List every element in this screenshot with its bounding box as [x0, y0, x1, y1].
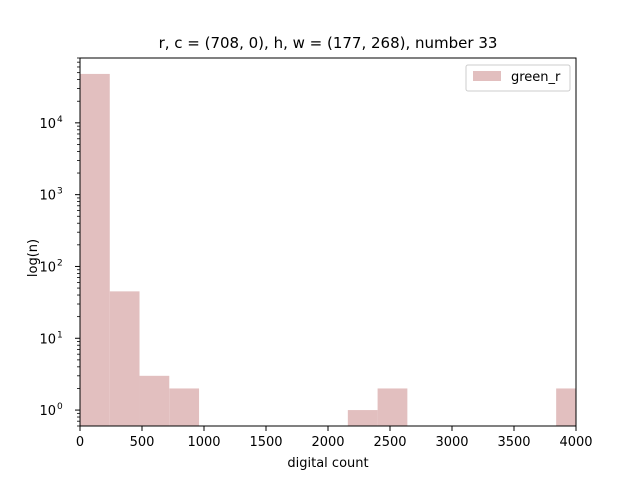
x-tick-label: 1500 [249, 435, 282, 450]
y-tick-exponent: 0 [57, 402, 63, 412]
legend-swatch [473, 71, 501, 81]
histogram-bars [80, 73, 576, 426]
histogram-bar [347, 410, 378, 426]
y-axis-label: log(n) [26, 239, 41, 277]
histogram-bar [139, 375, 170, 426]
x-tick-label: 4000 [559, 435, 592, 450]
y-tick-exponent: 2 [57, 258, 63, 268]
x-tick-label: 1000 [187, 435, 220, 450]
x-tick-label: 0 [76, 435, 84, 450]
y-tick-exponent: 1 [57, 330, 63, 340]
y-tick-exponent: 3 [57, 187, 63, 197]
histogram-bar [377, 388, 408, 426]
x-axis: 0 500 1000 1500 2000 2500 3000 3500 4000 [76, 426, 593, 450]
x-axis-label: digital count [287, 456, 368, 471]
x-tick-label: 3000 [435, 435, 468, 450]
histogram-bar [109, 291, 140, 426]
legend: green_r [465, 64, 571, 92]
chart-title: r, c = (708, 0), h, w = (177, 268), numb… [159, 34, 498, 52]
x-tick-label: 2500 [373, 435, 406, 450]
histogram-bar [169, 388, 200, 426]
plot-frame [79, 57, 577, 427]
x-tick-label: 500 [130, 435, 155, 450]
legend-label: green_r [511, 70, 561, 85]
x-tick-label: 2000 [311, 435, 344, 450]
y-tick-label: 10 [39, 260, 56, 275]
y-tick-label: 10 [39, 332, 56, 347]
histogram-bar [80, 73, 110, 426]
histogram-bar [556, 388, 576, 426]
y-tick-label: 10 [39, 117, 56, 132]
x-tick-label: 3500 [497, 435, 530, 450]
y-tick-label: 10 [39, 189, 56, 204]
y-tick-exponent: 4 [57, 115, 63, 125]
y-tick-label: 10 [39, 404, 56, 419]
